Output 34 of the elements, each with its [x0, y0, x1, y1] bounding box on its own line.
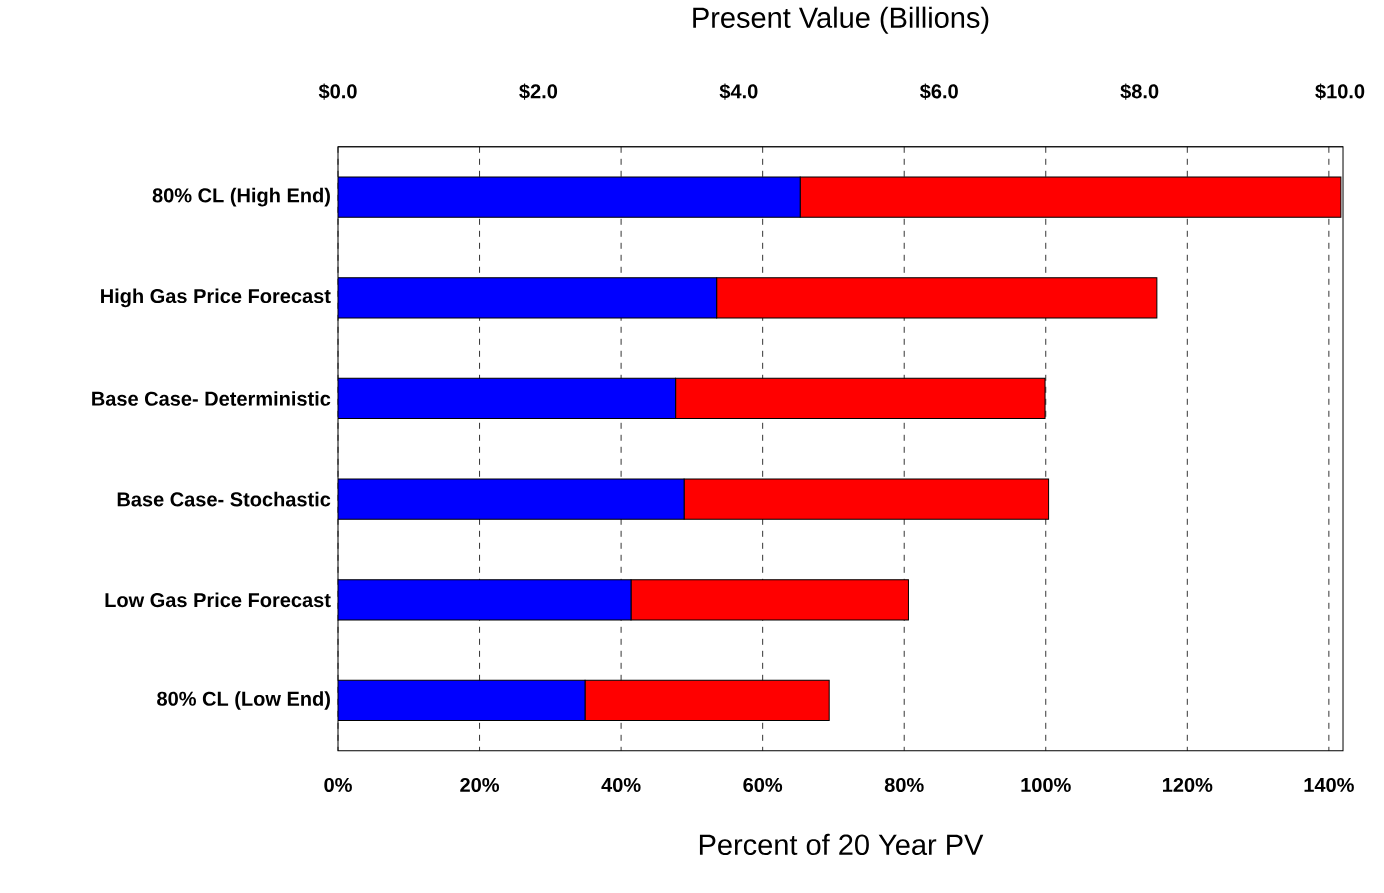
x-axis-title: Percent of 20 Year PV	[699, 833, 984, 856]
x-tick-label: 120%	[1162, 777, 1213, 793]
x2-tick-label: $2.0	[519, 83, 558, 100]
y-tick-label: Low Gas Price Forecast	[105, 592, 331, 608]
x-tick-label: 60%	[743, 777, 783, 793]
x-tick-label: 140%	[1304, 777, 1354, 793]
x2-tick-label: $6.0	[920, 83, 958, 100]
bar	[338, 478, 685, 520]
y-tick-label: Base Case- Stochastic	[117, 491, 331, 507]
x-tick-label: 0%	[324, 777, 352, 793]
bar	[338, 277, 718, 319]
x-tick-label: 100%	[1021, 777, 1071, 793]
bar	[338, 176, 801, 218]
bar	[584, 679, 830, 722]
x-tick-label: 40%	[601, 777, 641, 793]
bar	[630, 579, 909, 621]
y-tick-label: High Gas Price Forecast	[101, 288, 331, 308]
bar	[338, 579, 632, 621]
x-tick-label: 20%	[460, 777, 500, 793]
bar	[683, 478, 1050, 520]
bar	[716, 277, 1158, 319]
bar	[338, 377, 677, 420]
y-tick-label: Base Case- Deterministic	[92, 391, 331, 406]
bar	[675, 377, 1046, 420]
bar	[338, 679, 586, 722]
x2-tick-label: $10.0	[1315, 83, 1365, 100]
x2-tick-label: $0.0	[318, 83, 357, 100]
y-tick-label: 80% CL (Low End)	[157, 691, 330, 710]
y-tick-label: 80% CL (High End)	[152, 187, 330, 207]
bar	[799, 176, 1342, 218]
x2-tick-label: $4.0	[719, 83, 758, 100]
x2-axis-title: Present Value (Billions)	[693, 6, 989, 34]
x-tick-label: 80%	[884, 777, 924, 793]
x2-tick-label: $8.0	[1120, 83, 1159, 100]
